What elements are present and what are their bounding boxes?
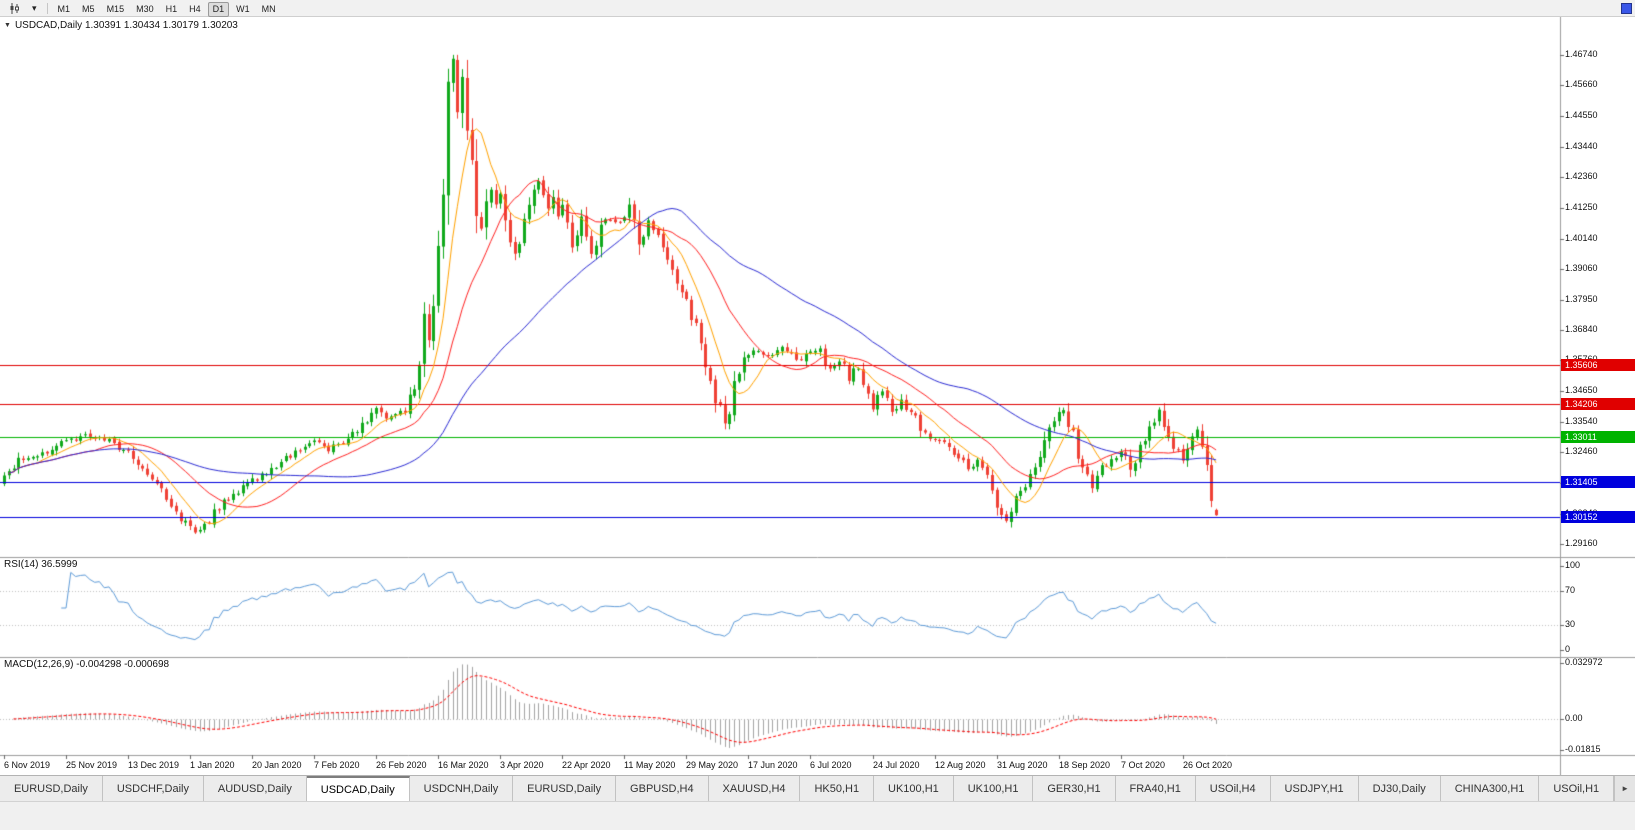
tab-scroll-right-icon[interactable]: ► <box>1614 776 1635 801</box>
rsi-level-label: 0 <box>1565 644 1571 654</box>
price-tick: 1.36840 <box>1565 324 1598 334</box>
date-tick: 20 Jan 2020 <box>252 760 302 770</box>
tab-fra40-h1-12[interactable]: FRA40,H1 <box>1115 776 1196 801</box>
tab-usdcnh-daily-4[interactable]: USDCNH,Daily <box>409 776 514 801</box>
date-tick: 7 Feb 2020 <box>314 760 360 770</box>
tab-gbpusd-h4-6[interactable]: GBPUSD,H4 <box>616 776 709 801</box>
price-tick: 1.45660 <box>1565 79 1598 89</box>
tab-ger30-h1-11[interactable]: GER30,H1 <box>1033 776 1116 801</box>
date-tick: 29 May 2020 <box>686 760 739 770</box>
timeframe-button-m1[interactable]: M1 <box>57 4 71 14</box>
hline-price-badge: 1.34206 <box>1561 398 1635 410</box>
rsi-level-label: 100 <box>1565 560 1581 570</box>
macd-level-label: 0.00 <box>1565 713 1583 723</box>
chart-window: ▼ USDCAD,Daily 1.30391 1.30434 1.30179 1… <box>0 17 1635 775</box>
date-tick: 6 Jul 2020 <box>810 760 852 770</box>
date-tick: 1 Jan 2020 <box>190 760 235 770</box>
candlestick-glyph <box>10 2 19 14</box>
date-tick: 6 Nov 2019 <box>4 760 51 770</box>
rsi-level-label: 70 <box>1565 585 1576 595</box>
tab-usdcad-daily-3[interactable]: USDCAD,Daily <box>306 776 410 801</box>
window-icon[interactable] <box>1621 2 1632 14</box>
date-tick: 24 Jul 2020 <box>873 760 920 770</box>
date-tick: 26 Oct 2020 <box>1183 760 1233 770</box>
price-tick: 1.32460 <box>1565 446 1598 456</box>
tab-usdjpy-h1-14[interactable]: USDJPY,H1 <box>1270 776 1359 801</box>
date-tick: 31 Aug 2020 <box>997 760 1048 770</box>
price-tick: 1.29160 <box>1565 538 1598 548</box>
timeframe-button-m5[interactable]: M5 <box>82 4 95 14</box>
tab-audusd-daily-2[interactable]: AUDUSD,Daily <box>203 776 307 801</box>
timeframe-button-h1[interactable]: H1 <box>165 4 178 14</box>
date-tick: 22 Apr 2020 <box>562 760 611 770</box>
macd-level-label: -0.01815 <box>1565 744 1601 754</box>
chart-tab-bar: EURUSD,Daily USDCHF,Daily AUDUSD,Daily USDC… <box>0 775 1635 801</box>
tab-china300-h1-16[interactable]: CHINA300,H1 <box>1440 776 1540 801</box>
tab-usoil-h4-13[interactable]: USOil,H4 <box>1195 776 1271 801</box>
price-tick: 1.41250 <box>1565 202 1598 212</box>
price-tick: 1.44550 <box>1565 110 1598 120</box>
timeframe-button-mn[interactable]: MN <box>261 4 276 14</box>
timeframe-buttons: M1 M5 M15 M30 H1 H4 D1 W1 MN <box>52 0 282 17</box>
date-tick: 17 Jun 2020 <box>748 760 798 770</box>
date-tick: 12 Aug 2020 <box>935 760 986 770</box>
date-tick: 7 Oct 2020 <box>1121 760 1166 770</box>
price-tick: 1.34650 <box>1565 385 1598 395</box>
hline-price-badge: 1.35606 <box>1561 359 1635 371</box>
date-tick: 16 Mar 2020 <box>438 760 489 770</box>
hline-price-badge: 1.31405 <box>1561 476 1635 488</box>
tab-eurusd-daily-5[interactable]: EURUSD,Daily <box>513 776 617 801</box>
date-tick: 3 Apr 2020 <box>500 760 544 770</box>
toolbar-right <box>1621 2 1632 14</box>
chart-title-text: USDCAD,Daily 1.30391 1.30434 1.30179 1.3… <box>14 20 238 31</box>
price-tick: 1.42360 <box>1565 171 1598 181</box>
price-tick: 1.40140 <box>1565 233 1598 243</box>
toolbar-separator <box>46 2 48 14</box>
tab-xauusd-h4-7[interactable]: XAUUSD,H4 <box>708 776 801 801</box>
rsi-label: RSI(14) 36.5999 <box>4 559 78 570</box>
top-toolbar: ▾ M1 M5 M15 M30 H1 H4 D1 W1 MN <box>0 0 1635 17</box>
hline-price-badge: 1.30152 <box>1561 511 1635 523</box>
tab-usdchf-daily-1[interactable]: USDCHF,Daily <box>102 776 204 801</box>
date-tick: 18 Sep 2020 <box>1059 760 1111 770</box>
chart-tabs: EURUSD,Daily USDCHF,Daily AUDUSD,Daily USDC… <box>0 776 1615 801</box>
price-tick: 1.33540 <box>1565 416 1598 426</box>
timeframe-button-d1[interactable]: D1 <box>207 1 230 17</box>
timeframe-button-m15[interactable]: M15 <box>106 4 125 14</box>
price-tick: 1.43440 <box>1565 141 1598 151</box>
chart-title: ▼ USDCAD,Daily 1.30391 1.30434 1.30179 1… <box>4 20 238 31</box>
tab-usoil-h1-17[interactable]: USOil,H1 <box>1539 776 1615 801</box>
macd-level-label: 0.032972 <box>1565 657 1603 667</box>
date-tick: 26 Feb 2020 <box>376 760 427 770</box>
date-tick: 13 Dec 2019 <box>128 760 180 770</box>
status-bar <box>0 801 1635 830</box>
price-tick: 1.46740 <box>1565 49 1598 59</box>
price-tick: 1.39060 <box>1565 263 1598 273</box>
date-tick: 11 May 2020 <box>624 760 676 770</box>
timeframe-button-h4[interactable]: H4 <box>189 4 201 14</box>
tab-uk100-h1-10[interactable]: UK100,H1 <box>953 776 1034 801</box>
chart-type-icon[interactable] <box>4 1 25 16</box>
tab-hk50-h1-8[interactable]: HK50,H1 <box>800 776 875 801</box>
tab-uk100-h1-9[interactable]: UK100,H1 <box>874 776 954 801</box>
chart-marker-icon[interactable]: ▼ <box>4 22 11 29</box>
date-tick: 25 Nov 2019 <box>66 760 118 770</box>
price-tick: 1.37950 <box>1565 294 1598 304</box>
hline-price-badge: 1.33011 <box>1561 431 1635 443</box>
tab-dj30-daily-15[interactable]: DJ30,Daily <box>1358 776 1441 801</box>
dropdown-arrow-icon[interactable]: ▾ <box>32 2 37 13</box>
timeframe-button-m30[interactable]: M30 <box>136 4 154 14</box>
rsi-level-label: 30 <box>1565 619 1576 629</box>
chart-canvas[interactable] <box>0 17 1635 775</box>
timeframe-button-w1[interactable]: W1 <box>236 4 250 14</box>
tab-eurusd-daily-0[interactable]: EURUSD,Daily <box>0 776 103 801</box>
macd-label: MACD(12,26,9) -0.004298 -0.000698 <box>4 659 170 670</box>
